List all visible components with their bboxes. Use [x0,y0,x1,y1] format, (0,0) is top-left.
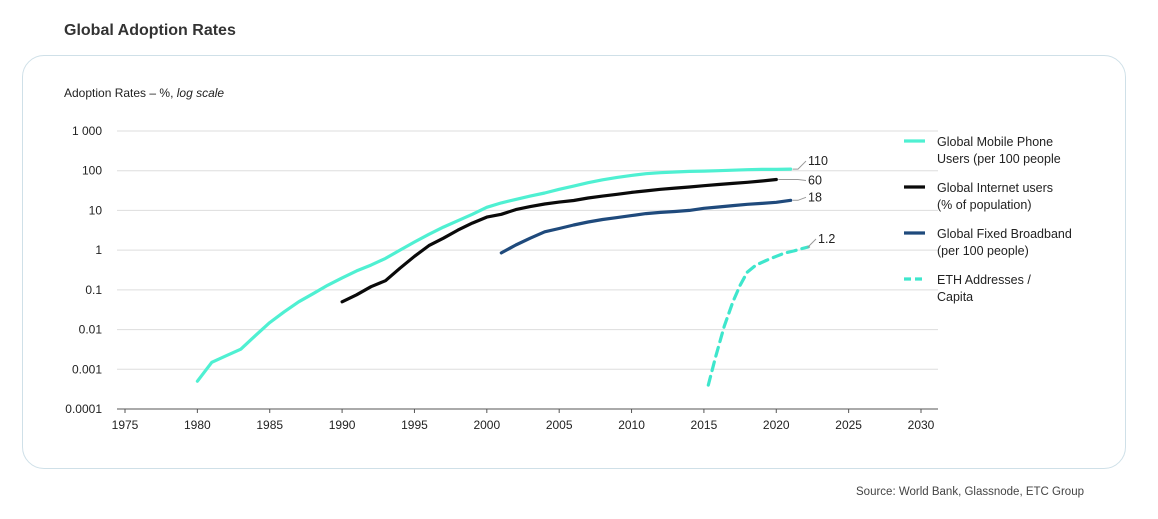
end-label-leader [778,179,807,182]
series-line-broadband [499,198,793,255]
y-tick-label: 0.0001 [65,402,102,416]
end-label-broadband: 18 [808,190,822,204]
series-line-mobile [195,167,793,383]
chart-card [22,55,1126,469]
legend: Global Mobile Phone Users (per 100 people… [904,135,1072,304]
end-labels: 110 60 18 1.2 [778,154,835,248]
series-lines [195,167,810,387]
end-label-leader [792,196,807,201]
grid-lines [117,130,938,410]
legend-label-eth: ETH Addresses / [937,273,1031,287]
y-tick-label: 0.1 [85,283,102,297]
x-tick-label: 2020 [763,418,790,432]
x-tick-label: 1975 [112,418,139,432]
series-line-eth [706,245,810,387]
y-tick-label: 0.001 [72,362,102,376]
page-title: Global Adoption Rates [64,22,236,39]
y-tick-label: 10 [89,203,103,217]
x-tick-label: 2000 [473,418,500,432]
legend-label-eth-line2: Capita [937,290,973,304]
series-line-internet [340,177,778,304]
x-tick-label: 2015 [691,418,718,432]
legend-label-internet: Global Internet users [937,181,1053,195]
x-tick-label: 2030 [908,418,935,432]
x-tick-label: 1985 [256,418,283,432]
end-label-leader [806,238,817,248]
x-tick-label: 1990 [329,418,356,432]
y-tick-label: 100 [82,164,102,178]
end-label-mobile: 110 [808,154,828,168]
end-label-leader [792,160,807,170]
end-label-eth: 1.2 [818,232,835,246]
y-tick-label: 0.01 [79,323,103,337]
y-tick-labels: 1 000 100 10 1 0.1 0.01 0.001 0.0001 [65,124,102,416]
source-note: Source: World Bank, Glassnode, ETC Group [856,486,1084,498]
legend-label-mobile-line2: Users (per 100 people [937,152,1061,166]
legend-label-mobile: Global Mobile Phone [937,135,1053,149]
x-tick-label: 2025 [835,418,862,432]
legend-label-broadband: Global Fixed Broadband [937,227,1072,241]
x-tick-label: 1995 [401,418,428,432]
y-tick-label: 1 000 [72,124,102,138]
x-tick-labels: 1975 1980 1985 1990 1995 2000 2005 2010 2015 2020… [112,409,935,432]
legend-label-internet-line2: (% of population) [937,198,1032,212]
x-tick-label: 1980 [184,418,211,432]
x-tick-label: 2005 [546,418,573,432]
y-axis-title: Adoption Rates – %, log scale [64,86,224,100]
end-label-internet: 60 [808,174,822,188]
y-tick-label: 1 [95,243,102,257]
x-tick-label: 2010 [618,418,645,432]
legend-label-broadband-line2: (per 100 people) [937,244,1029,258]
